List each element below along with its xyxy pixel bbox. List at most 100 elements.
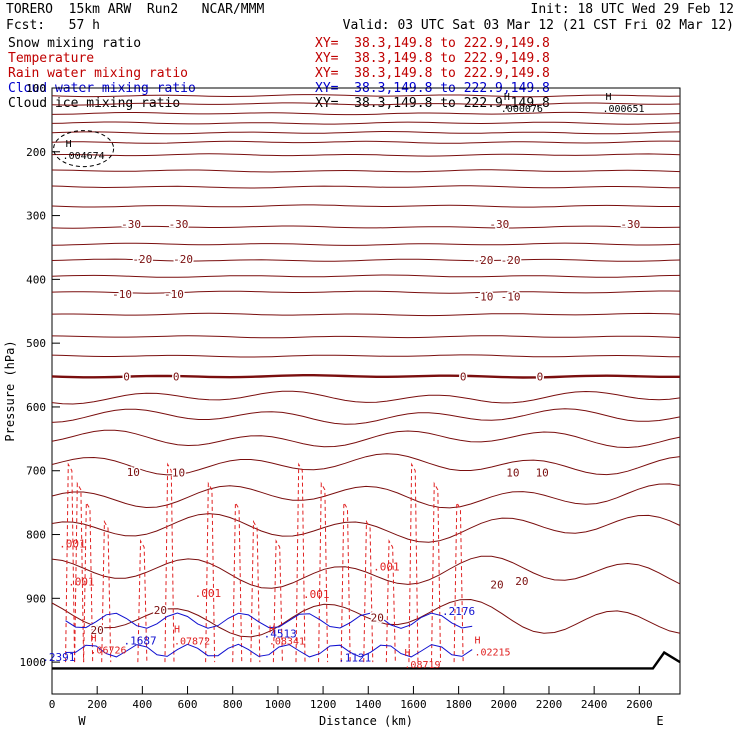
maximum-value: .06726 (90, 645, 126, 656)
rain-label: .001 (303, 588, 330, 601)
isotherm-label: -30 (489, 218, 509, 231)
x-tick-label: 400 (132, 698, 152, 711)
isotherm-label: -20 (173, 253, 193, 266)
isotherm-line (51, 153, 681, 157)
maximum-value: .07872 (174, 636, 210, 647)
isotherm-line (51, 121, 681, 125)
rain-contour (318, 481, 329, 663)
terrain-line (52, 650, 681, 670)
isotherm-line (51, 483, 681, 509)
isotherm-label: -10 (474, 291, 494, 304)
rain-label: .001 (68, 576, 95, 589)
isotherm-label: -10 (164, 288, 184, 301)
rain-contour (74, 481, 85, 663)
rain-contour (65, 462, 76, 663)
isotherm-line (51, 94, 681, 98)
maximum-marker: H (66, 139, 72, 150)
isotherm-label: -10 (501, 291, 521, 304)
y-tick-label: 700 (26, 465, 46, 478)
isotherm-line (51, 204, 680, 208)
rain-contour (164, 462, 175, 663)
y-tick-label: 300 (26, 210, 46, 223)
isotherm-line (51, 598, 681, 638)
x-tick-label: 2200 (536, 698, 563, 711)
isotherm-line (51, 274, 681, 278)
isotherm-label: 0 (173, 370, 180, 383)
field-temperature-xy: XY= 38.3,149.8 to 222.9,149.8 (315, 51, 550, 66)
y-tick-label: 1000 (20, 656, 47, 669)
isotherm-line (51, 335, 681, 339)
isotherm-label: 0 (123, 370, 130, 383)
rain-contour (363, 519, 374, 663)
model-title: TORERO 15km ARW Run2 NCAR/MMM (6, 2, 265, 17)
isotherm-line (51, 429, 681, 449)
rain-label: .001 (195, 587, 222, 600)
rain-label: .001 (373, 560, 400, 573)
x-tick-label: 2000 (491, 698, 518, 711)
maximum-marker: H (269, 624, 275, 635)
x-tick-label: 1000 (265, 698, 292, 711)
y-tick-label: 500 (26, 337, 46, 350)
isotherm-label: 10 (127, 466, 140, 479)
isotherm-line (51, 102, 681, 106)
maximum-marker: H (475, 635, 481, 646)
x-tick-label: 2400 (581, 698, 608, 711)
cloud-water-label: .1121 (338, 652, 371, 665)
rain-contour (340, 500, 351, 663)
isotherm-label: -30 (620, 218, 640, 231)
isotherm-line (51, 513, 681, 543)
rain-contour (205, 481, 216, 663)
maximum-value: .02215 (474, 647, 510, 658)
isotherm-line (51, 185, 681, 189)
isotherm-line (51, 408, 681, 425)
x-tick-label: 1200 (310, 698, 337, 711)
isotherm-label: 10 (506, 467, 519, 480)
plot-frame (51, 87, 681, 695)
isotherm-label: 20 (154, 604, 167, 617)
isotherm-label: 20 (490, 578, 503, 591)
isotherm-line (51, 555, 681, 589)
field-rain-xy: XY= 38.3,149.8 to 222.9,149.8 (315, 66, 550, 81)
rain-contour (295, 462, 306, 663)
isotherm-label: 20 (371, 611, 384, 624)
isotherm-label: -20 (474, 254, 494, 267)
maximum-value: .08719 (404, 660, 440, 671)
rain-contour (408, 462, 419, 663)
forecast-hour: Fcst: 57 h (6, 18, 100, 33)
maximum-marker: H (504, 92, 510, 103)
field-cloud-ice-xy: XY= 38.3,149.8 to 222.9,149.8 (315, 96, 550, 111)
valid-time: Valid: 03 UTC Sat 03 Mar 12 (21 CST Fri … (342, 18, 734, 33)
isotherm-label: 10 (172, 467, 185, 480)
field-rain-name: Rain water mixing ratio (8, 66, 189, 81)
maximum-marker: H (606, 92, 612, 103)
rain-contour (83, 500, 94, 663)
isotherm-line (51, 111, 681, 116)
isotherm-label: 0 (537, 370, 544, 383)
x-tick-label: 1800 (445, 698, 472, 711)
snow-contour (53, 130, 115, 168)
isotherm-line (51, 130, 681, 135)
cloud-water-contour-upper (65, 612, 473, 629)
y-axis-label: Pressure (hPa) (3, 340, 17, 441)
rain-contour (250, 519, 261, 663)
field-snow-xy: XY= 38.3,149.8 to 222.9,149.8 (315, 36, 550, 51)
x-tick-label: 800 (223, 698, 243, 711)
rain-label: .001 (59, 537, 86, 550)
cloud-water-label: .2391 (42, 651, 75, 664)
field-cloud-ice-name: Cloud ice mixing ratio (8, 96, 181, 111)
field-temperature-name: Temperature (8, 51, 95, 66)
maximum-marker: H (404, 648, 410, 659)
rain-contour (431, 481, 442, 663)
isotherm-line (51, 354, 681, 358)
x-tick-label: 0 (49, 698, 56, 711)
isotherm-label: 0 (460, 370, 467, 383)
isotherm-line (51, 290, 681, 294)
cloud-water-contour-lower (65, 643, 473, 658)
x-axis-label: Distance (km) (319, 714, 413, 728)
x-tick-label: 1600 (400, 698, 427, 711)
isotherm-line (51, 374, 680, 379)
isotherm-line (51, 225, 681, 229)
x-tick-label: 200 (87, 698, 107, 711)
